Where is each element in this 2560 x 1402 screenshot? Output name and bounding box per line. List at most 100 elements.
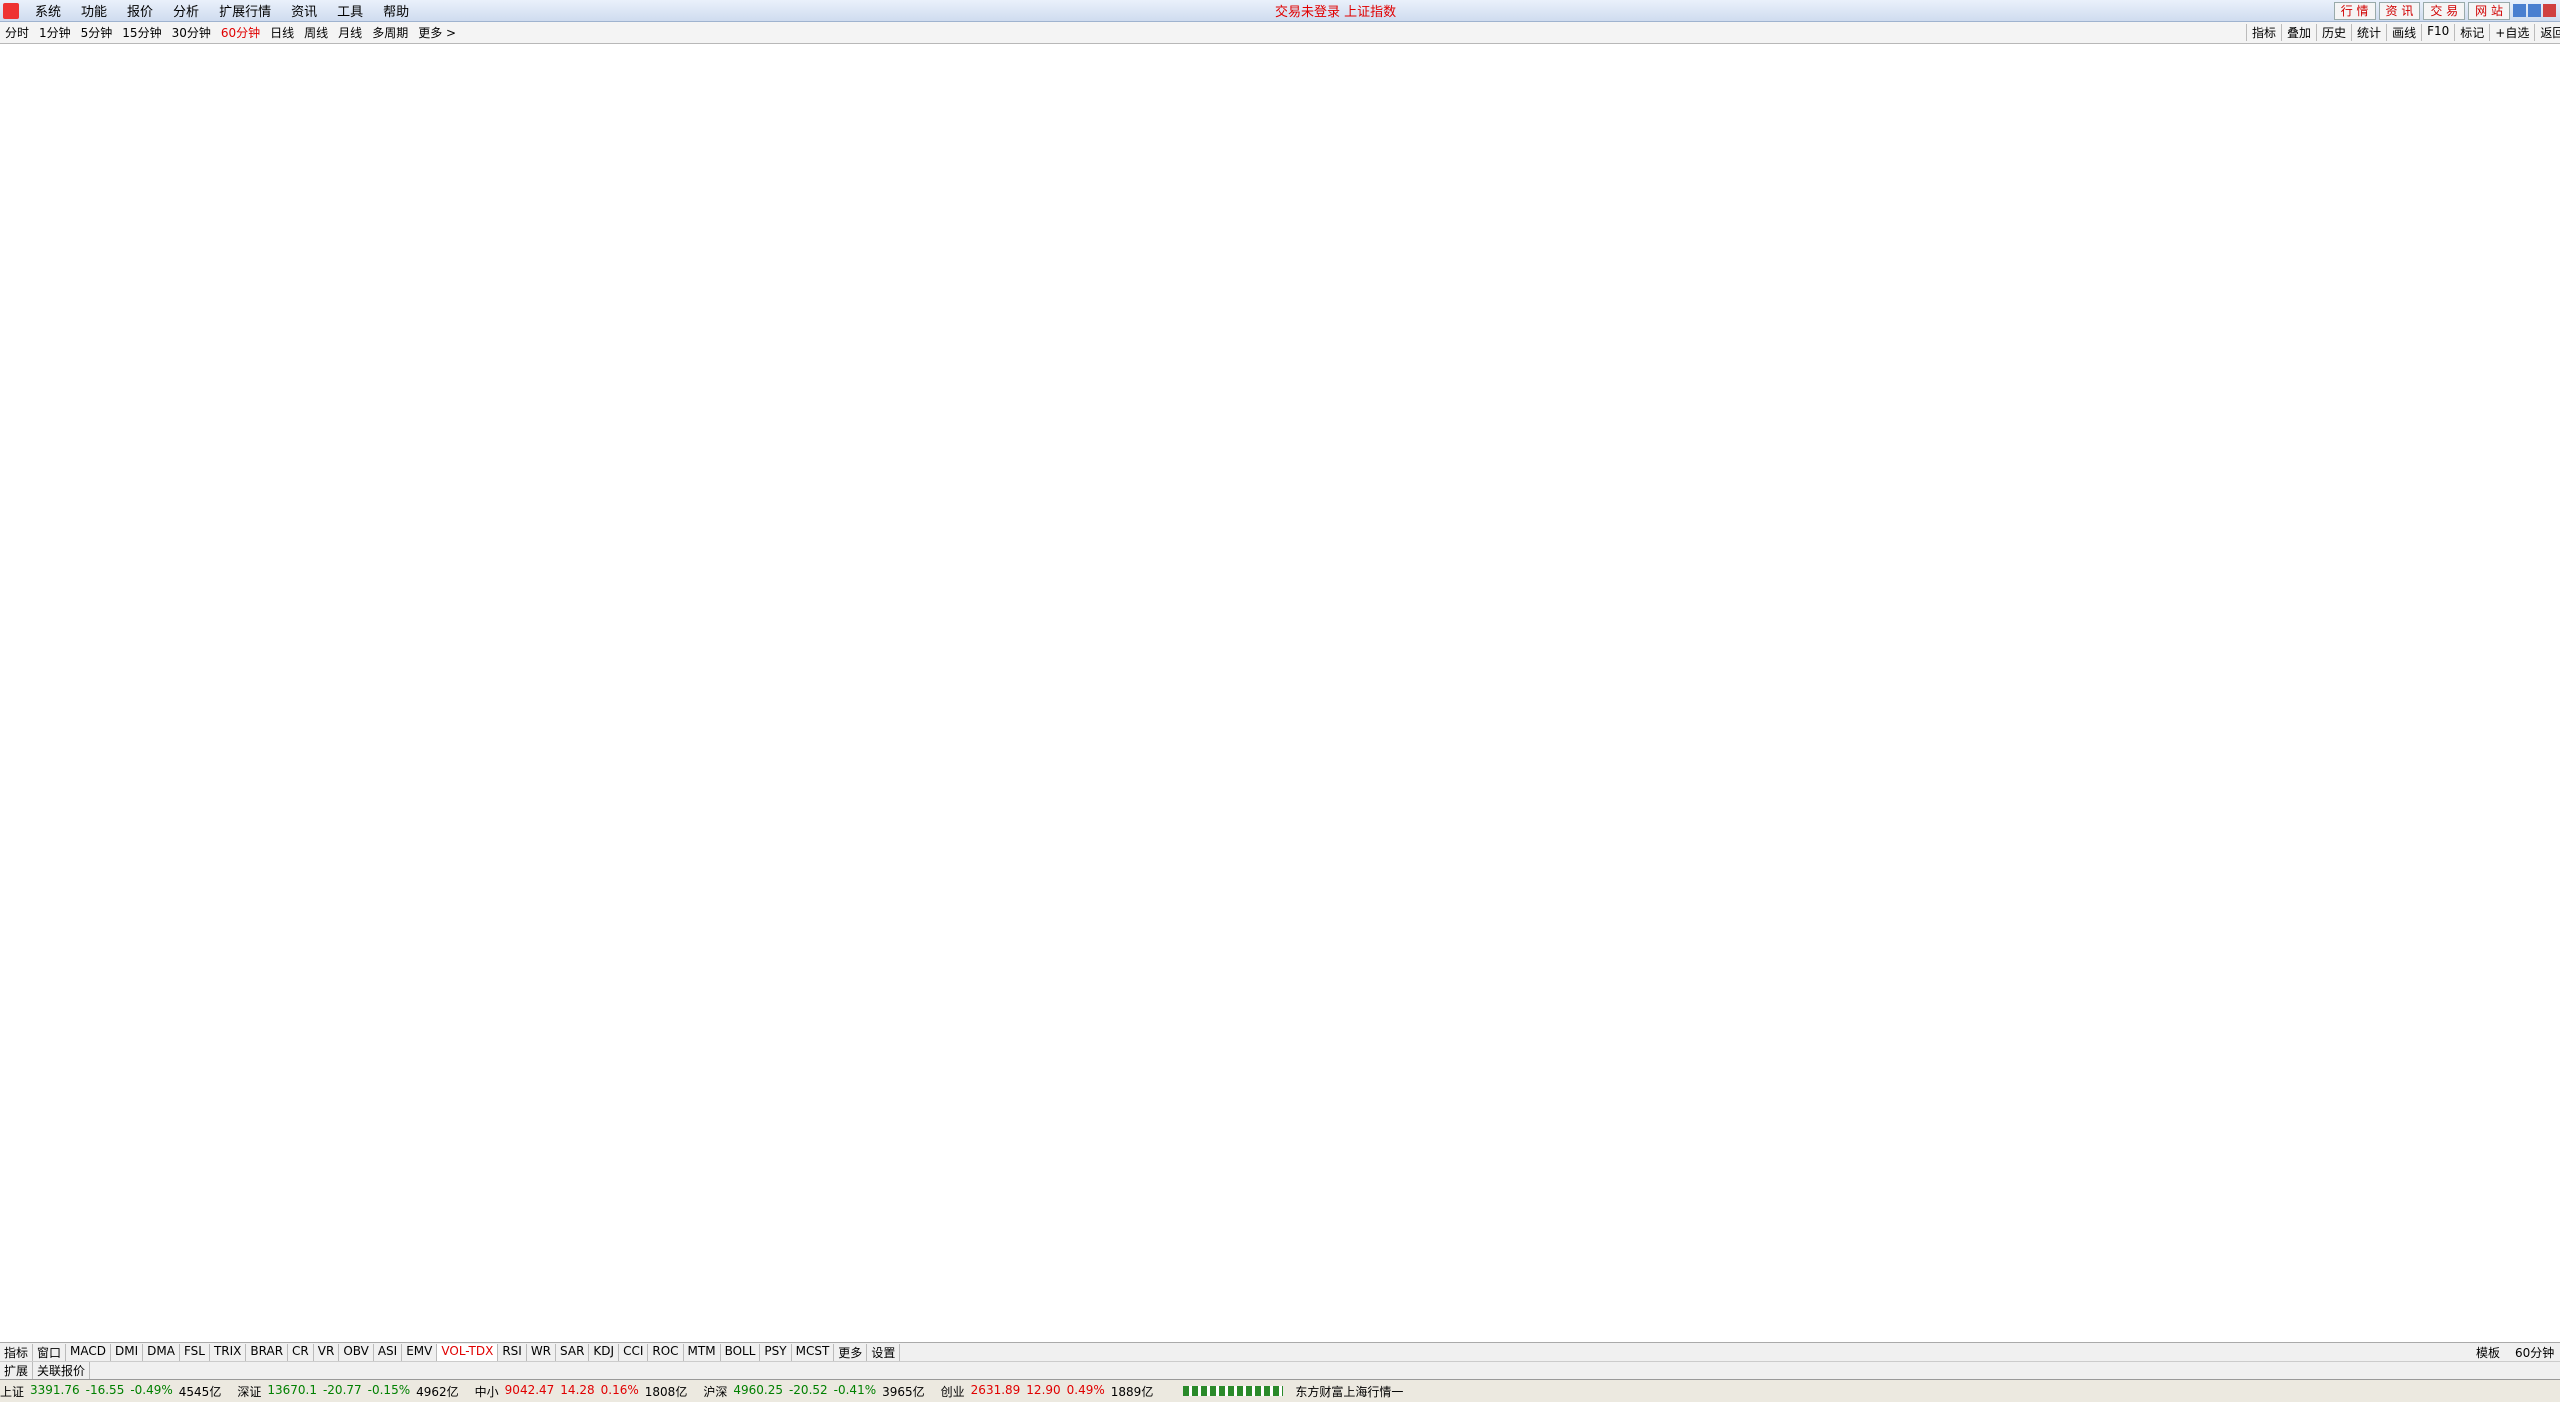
candle-body <box>1894 497 1908 501</box>
indicator-tab[interactable]: PSY <box>760 1343 792 1361</box>
volume-bar <box>136 1185 150 1321</box>
tool-button[interactable]: 画线 <box>2386 24 2421 41</box>
indicator-tab[interactable]: DMA <box>143 1343 180 1361</box>
candle-body <box>170 517 184 527</box>
volume-bar <box>546 1201 560 1321</box>
menu-item[interactable]: 报价 <box>127 5 154 20</box>
extension-tab[interactable]: 扩展 <box>0 1362 34 1379</box>
period-button[interactable]: 分时 <box>5 26 30 40</box>
x-tick-label: 10:30 <box>702 1325 734 1338</box>
indicator-tab[interactable]: VOL-TDX <box>437 1343 499 1361</box>
indicator-tab[interactable]: ASI <box>374 1343 403 1361</box>
candle-body <box>238 501 253 508</box>
indicator-tab[interactable]: MTM <box>684 1343 721 1361</box>
nav-button[interactable]: 网 站 <box>2468 1 2510 20</box>
indicator-tab[interactable]: TRIX <box>210 1343 247 1361</box>
indicator-tab[interactable]: 更多 <box>834 1343 868 1361</box>
tool-button[interactable]: 历史 <box>2316 24 2351 41</box>
tool-button[interactable]: 返回 <box>2534 24 2560 41</box>
template-button[interactable]: 模板 <box>2476 1345 2501 1360</box>
indicator-tab[interactable]: 设置 <box>867 1343 901 1361</box>
menu-item[interactable]: 资讯 <box>291 5 318 20</box>
indicator-tab[interactable]: KDJ <box>589 1343 620 1361</box>
volume-bar <box>1962 1196 1977 1321</box>
tool-button[interactable]: 标记 <box>2454 24 2489 41</box>
menu-item[interactable]: 分析 <box>173 5 200 20</box>
indicator-tab[interactable]: CR <box>288 1343 314 1361</box>
period-button[interactable]: 5分钟 <box>80 26 113 40</box>
index-pct: -0.41% <box>833 1382 877 1397</box>
minimize[interactable] <box>2513 4 2526 17</box>
volume-bar <box>358 1173 372 1321</box>
candle-body <box>307 525 321 579</box>
menu-item[interactable]: 系统 <box>35 5 62 20</box>
indicator-tab[interactable]: EMV <box>402 1343 438 1361</box>
nav-button[interactable]: 交 易 <box>2423 1 2466 20</box>
indicator-tab[interactable]: DMI <box>111 1343 144 1361</box>
candle-body <box>1075 966 1089 984</box>
indicator-tab[interactable]: MACD <box>66 1343 112 1361</box>
tool-button[interactable]: 指标 <box>2246 24 2281 41</box>
indicator-tab[interactable]: 窗口 <box>33 1343 67 1361</box>
menu-item[interactable]: 工具 <box>337 5 364 20</box>
close[interactable] <box>2543 4 2556 17</box>
y-tick-label: 3280 <box>2522 757 2553 771</box>
indicator-tab[interactable]: SAR <box>556 1343 590 1361</box>
candle-body <box>221 505 236 511</box>
indicator-tab[interactable]: 指标 <box>0 1343 34 1361</box>
index-name: 沪深 <box>703 1384 728 1399</box>
candle-body <box>699 855 713 865</box>
period-button[interactable]: 周线 <box>304 26 329 40</box>
indicator-tab[interactable]: MCST <box>792 1343 835 1361</box>
extension-tab[interactable]: 关联报价 <box>33 1362 91 1379</box>
period-button[interactable]: 日线 <box>270 26 295 40</box>
tool-button[interactable]: F10 <box>2421 24 2454 41</box>
period-button[interactable]: 15分钟 <box>122 26 162 40</box>
volume-bar <box>2150 1133 2164 1321</box>
indicator-tab[interactable]: WR <box>527 1343 557 1361</box>
volume-bar <box>989 1241 1004 1321</box>
volume-bar <box>1553 1241 1567 1321</box>
period-button[interactable]: 30分钟 <box>171 26 211 40</box>
y-tick-label: 3300 <box>2522 678 2553 692</box>
index-change: -20.52 <box>788 1382 828 1397</box>
x-tick-label: 10:30 <box>771 1325 803 1338</box>
candle-body <box>2321 374 2335 400</box>
indicator-tab[interactable]: FSL <box>180 1343 210 1361</box>
tool-button[interactable]: 统计 <box>2351 24 2386 41</box>
period-button[interactable]: 多周期 <box>372 26 409 40</box>
indicator-tab[interactable]: ROC <box>648 1343 684 1361</box>
period-button[interactable]: 更多 > <box>418 26 457 40</box>
period-button[interactable]: 60分钟 <box>220 26 261 40</box>
annotations: 0 1 2 3 3.0 3209.91 3456.49 <box>1059 48 2477 1062</box>
volume-bar <box>2355 1241 2369 1321</box>
indicator-tab[interactable]: RSI <box>498 1343 527 1361</box>
y-tick-label: 3270 <box>2522 797 2553 811</box>
volume-bar <box>1775 1148 1789 1321</box>
candle-body <box>614 597 628 627</box>
indicator-tab[interactable]: BRAR <box>246 1343 289 1361</box>
indicator-tab[interactable]: VR <box>314 1343 340 1361</box>
candle-body <box>1997 414 2011 436</box>
volume-bar <box>750 1218 765 1321</box>
volume-bar <box>1331 1257 1345 1321</box>
volume-bar <box>119 1241 133 1321</box>
candle-body <box>1809 521 1823 535</box>
indicator-tab[interactable]: OBV <box>339 1343 374 1361</box>
period-button[interactable]: 月线 <box>338 26 363 40</box>
tool-button[interactable]: +自选 <box>2489 24 2534 41</box>
candle-body <box>1314 636 1328 694</box>
indicator-tab[interactable]: CCI <box>619 1343 649 1361</box>
period-button[interactable]: 1分钟 <box>39 26 71 40</box>
maximize[interactable] <box>2528 4 2541 17</box>
volume-bar <box>2219 1132 2233 1321</box>
candle-body <box>1672 640 1686 710</box>
volume-bar <box>2304 1168 2318 1321</box>
tool-button[interactable]: 叠加 <box>2281 24 2316 41</box>
menu-item[interactable]: 扩展行情 <box>219 5 272 20</box>
nav-button[interactable]: 行 情 <box>2333 1 2376 20</box>
nav-button[interactable]: 资 讯 <box>2378 1 2421 20</box>
menu-item[interactable]: 帮助 <box>383 5 410 20</box>
menu-item[interactable]: 功能 <box>81 5 108 20</box>
indicator-tab[interactable]: BOLL <box>721 1343 761 1361</box>
